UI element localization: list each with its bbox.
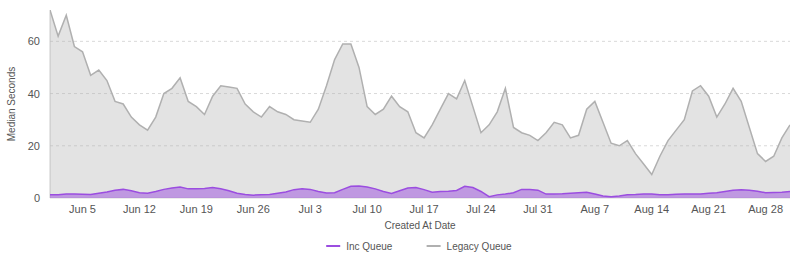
grid-line bbox=[50, 93, 790, 94]
x-tick-label: Jul 3 bbox=[299, 203, 322, 215]
y-tick-label: 0 bbox=[34, 192, 40, 204]
x-tick-label: Jul 24 bbox=[466, 203, 495, 215]
area-line bbox=[50, 10, 790, 175]
area-fill bbox=[50, 10, 790, 198]
x-tick-label: Jun 5 bbox=[69, 203, 96, 215]
area-line bbox=[50, 186, 790, 197]
legend-swatch bbox=[427, 245, 441, 247]
legend-label: Inc Queue bbox=[346, 241, 393, 252]
grid-line bbox=[50, 41, 790, 42]
plot-area bbox=[50, 10, 790, 198]
x-axis-title: Created At Date bbox=[384, 220, 456, 231]
y-tick-label: 60 bbox=[28, 35, 40, 47]
x-tick-label: Jun 26 bbox=[237, 203, 270, 215]
x-tick-label: Jul 10 bbox=[352, 203, 381, 215]
chart-root: 0 20 40 60 Jun 5 Jun 12 Jun 19 Jun 26 Jul 3 Jul 1… bbox=[0, 0, 800, 256]
y-tick-label: 20 bbox=[28, 140, 40, 152]
x-tick-label: Aug 21 bbox=[691, 203, 726, 215]
x-tick-label: Aug 14 bbox=[634, 203, 669, 215]
x-tick-label: Jul 31 bbox=[523, 203, 552, 215]
legend-swatch bbox=[326, 245, 340, 247]
x-tick-label: Aug 7 bbox=[580, 203, 609, 215]
x-tick-label: Aug 28 bbox=[748, 203, 783, 215]
x-tick-label: Jul 17 bbox=[409, 203, 438, 215]
legend: Inc Queue Legacy Queue bbox=[326, 241, 512, 252]
y-axis-title: Median Seconds bbox=[6, 67, 17, 142]
y-tick-label: 40 bbox=[28, 88, 40, 100]
area-fill bbox=[50, 186, 790, 198]
x-tick-label: Jun 19 bbox=[180, 203, 213, 215]
chart-svg: 0 20 40 60 Jun 5 Jun 12 Jun 19 Jun 26 Jul 3 Jul 1… bbox=[0, 0, 800, 256]
legend-label: Legacy Queue bbox=[447, 241, 512, 252]
x-tick-label: Jun 12 bbox=[123, 203, 156, 215]
